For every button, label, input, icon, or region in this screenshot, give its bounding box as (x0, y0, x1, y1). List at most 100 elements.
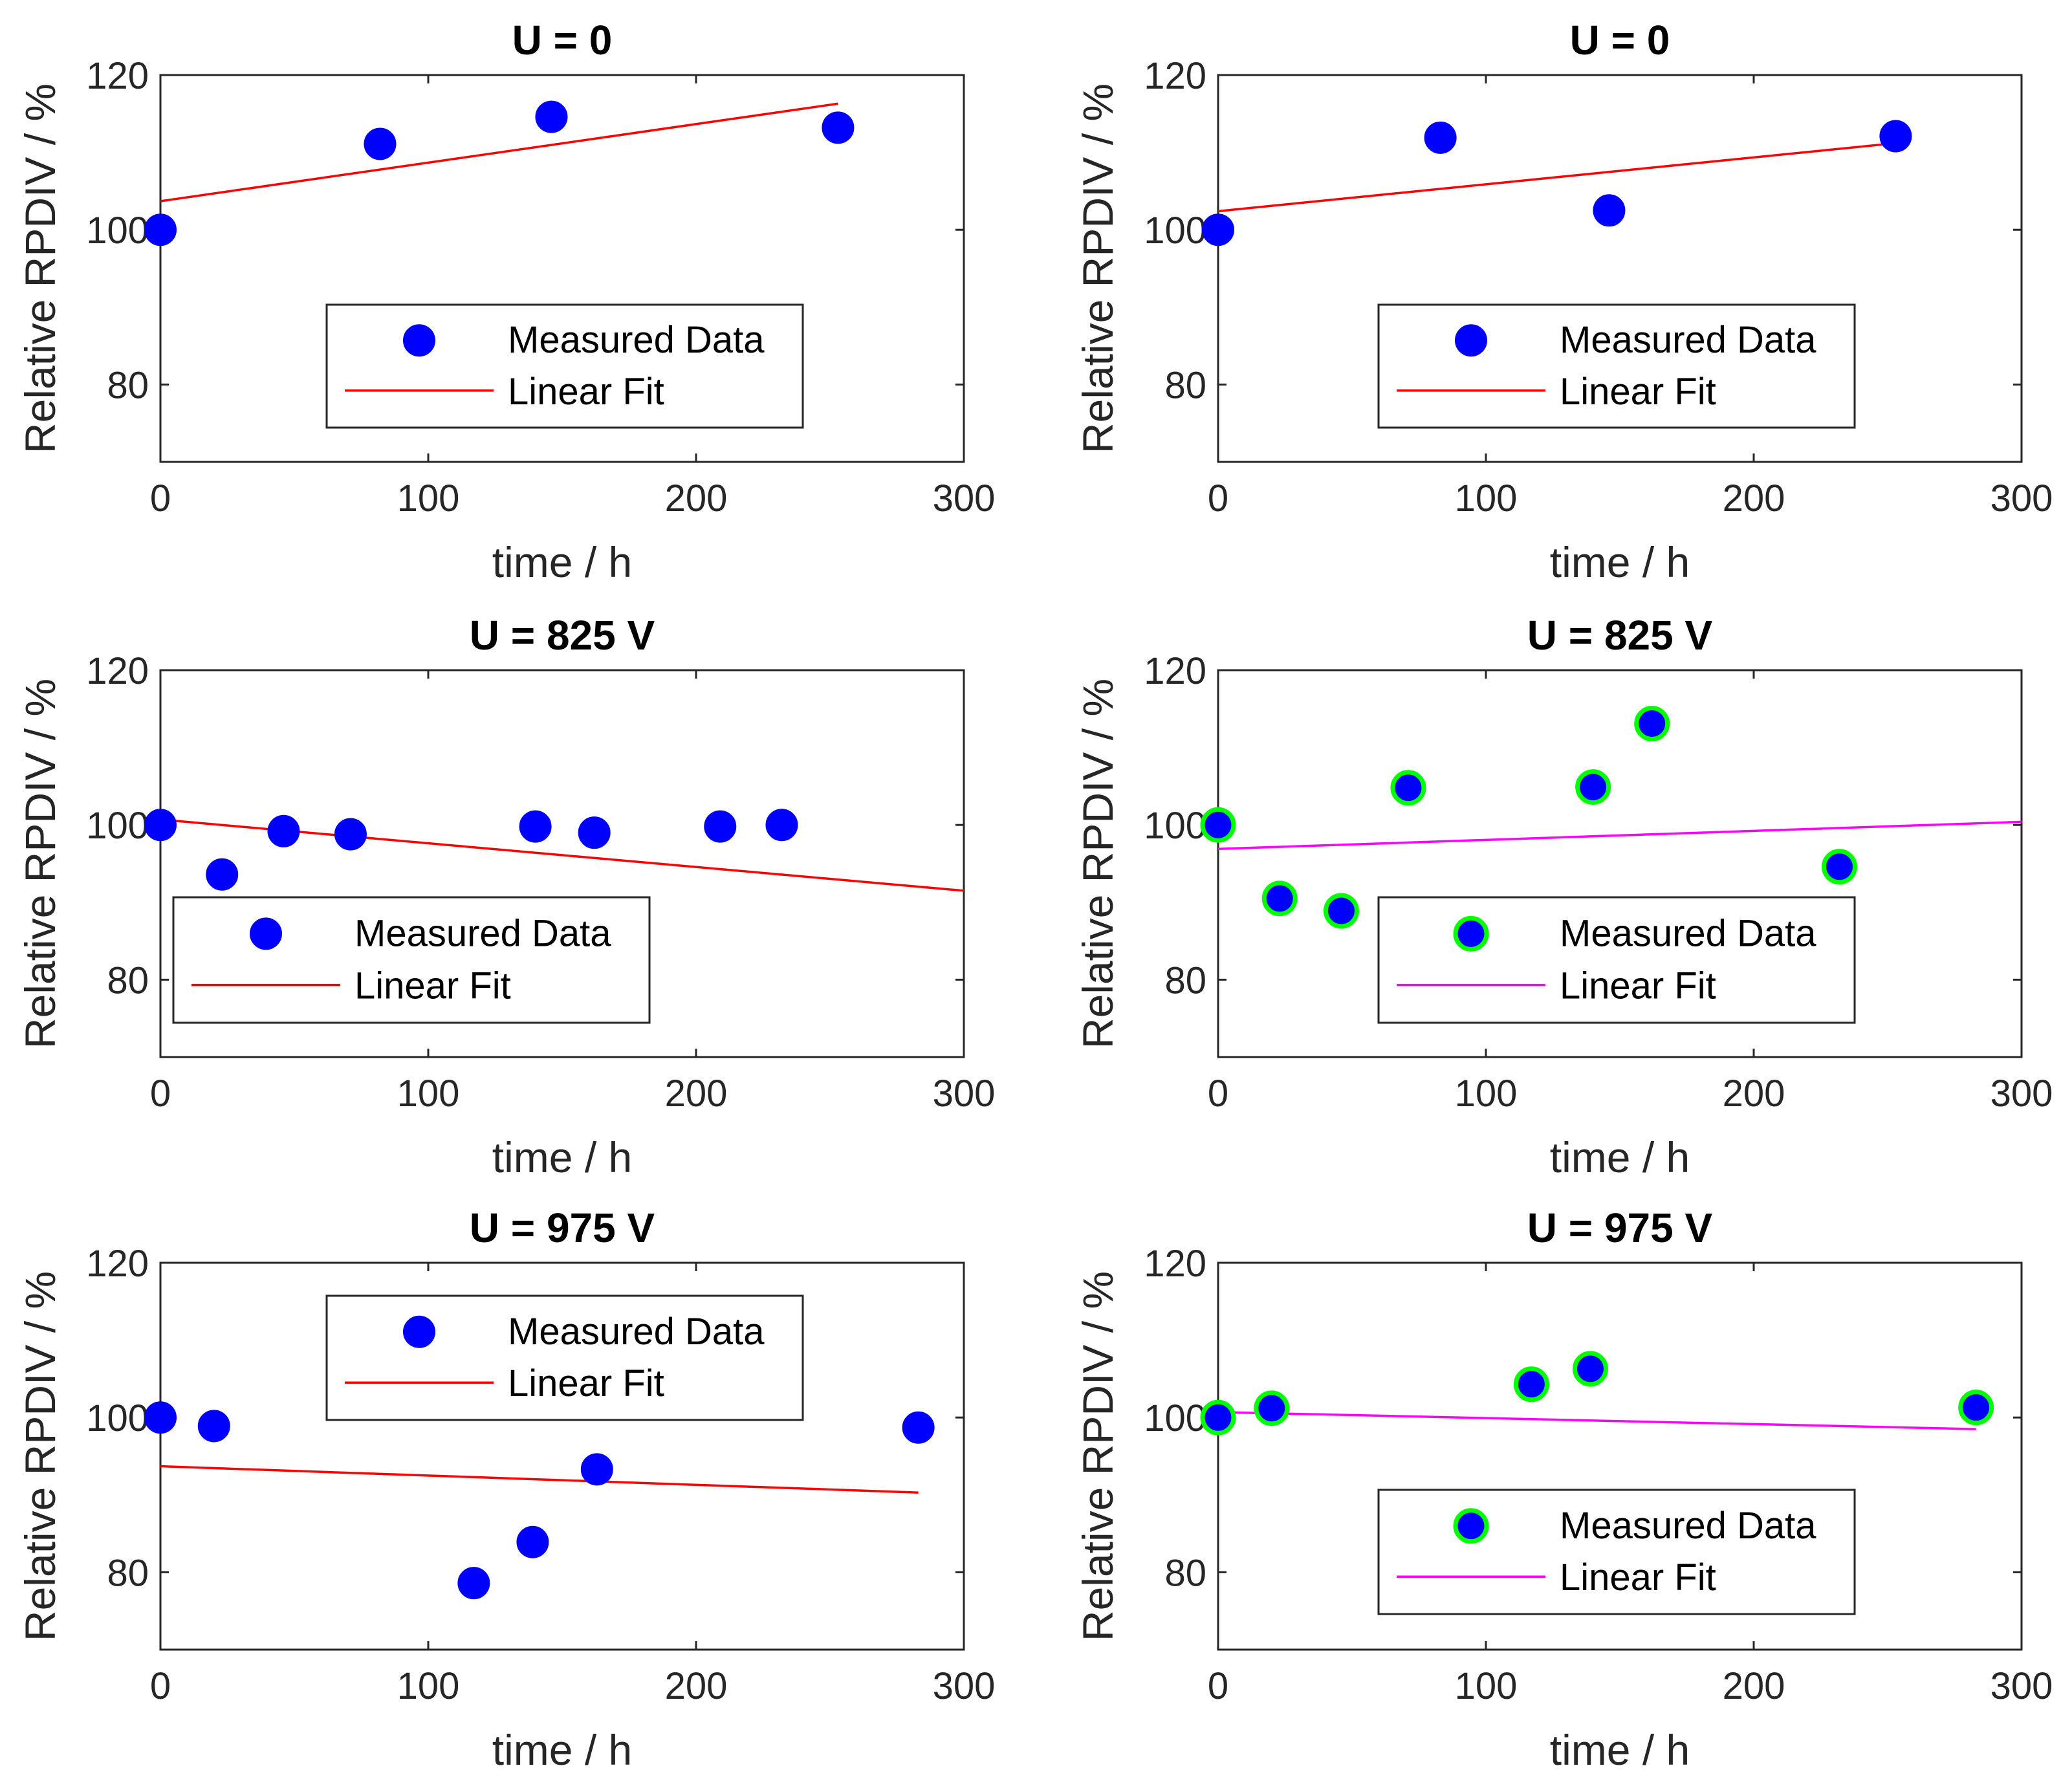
y-tick-label: 100 (86, 1397, 149, 1439)
chart-title: U = 975 V (470, 1205, 655, 1251)
chart-panel-4: 0 100 200 300 80 100 120 U = 825 V time / h Relat… (1074, 612, 2053, 1181)
y-axis-label: Relative RPDIV / % (16, 1271, 64, 1641)
data-point (1254, 1390, 1290, 1426)
chart-panel-2: 0 100 200 300 80 100 120 U = 0 time / h Relative … (1074, 17, 2053, 586)
legend-marker (250, 917, 282, 950)
legend-box (325, 1294, 804, 1421)
chart-panel-3: 0 100 200 300 80 100 120 U = 825 V time / h Relat… (16, 612, 995, 1181)
legend-box (1377, 1489, 1856, 1615)
x-axis-label: time / h (492, 538, 632, 586)
x-tick-label: 200 (665, 1073, 728, 1115)
legend: Measured Data Linear Fit (1377, 896, 1856, 1024)
legend-marker (403, 324, 435, 357)
data-point (1202, 213, 1234, 246)
legend: Measured Data Linear Fit (1377, 303, 1856, 429)
x-tick-label: 0 (150, 1665, 171, 1707)
data-point (457, 1567, 490, 1600)
data-point (1200, 1399, 1236, 1435)
x-tick-label: 200 (665, 477, 728, 519)
fit-line (160, 1465, 919, 1494)
data-point (144, 1401, 177, 1434)
fit-line (1217, 142, 1896, 213)
x-tick-label: 300 (1990, 477, 2053, 519)
y-tick-label: 100 (1144, 210, 1206, 252)
x-tick-label: 200 (1723, 477, 1785, 519)
y-tick-label: 80 (107, 959, 149, 1001)
legend-label: Linear Fit (1560, 371, 1716, 413)
chart-title: U = 975 V (1527, 1205, 1713, 1251)
y-tick-label: 80 (1164, 364, 1206, 406)
data-point (1821, 849, 1857, 885)
x-tick-label: 0 (1208, 1073, 1228, 1115)
y-tick-label: 80 (107, 1552, 149, 1594)
legend-label: Measured Data (1560, 912, 1816, 954)
data-point (144, 213, 177, 246)
legend: Measured Data Linear Fit (1377, 1489, 1856, 1615)
y-axis-label: Relative RPDIV / % (1074, 679, 1122, 1049)
data-point (1424, 121, 1457, 154)
x-tick-label: 300 (933, 477, 996, 519)
data-point (1634, 706, 1670, 742)
y-tick-label: 120 (86, 1243, 149, 1285)
y-tick-label: 80 (1164, 1552, 1206, 1594)
legend-marker (1453, 915, 1489, 952)
data-point (1513, 1366, 1549, 1403)
y-tick-label: 100 (86, 805, 149, 847)
data-point (822, 111, 855, 144)
legend-marker (1455, 324, 1487, 357)
data-point (578, 816, 611, 849)
legend-box (1377, 303, 1856, 429)
legend-label: Measured Data (1560, 1505, 1816, 1547)
x-axis-label: time / h (1550, 1133, 1690, 1181)
x-tick-label: 0 (150, 1073, 171, 1115)
x-tick-label: 300 (933, 1665, 996, 1707)
y-tick-label: 80 (107, 364, 149, 406)
data-point (144, 809, 177, 842)
x-axis-label: time / h (492, 1133, 632, 1181)
legend: Measured Data Linear Fit (325, 303, 804, 429)
data-point (1575, 769, 1611, 805)
x-tick-label: 200 (1723, 1665, 1785, 1707)
y-tick-label: 100 (1144, 805, 1206, 847)
x-axis-label: time / h (1550, 538, 1690, 586)
fit-line (1217, 1411, 1976, 1430)
chart-title: U = 825 V (1527, 612, 1713, 659)
legend-marker (1453, 1508, 1489, 1544)
chart-panel-6: 0 100 200 300 80 100 120 U = 975 V time / h Relat… (1074, 1205, 2053, 1774)
chart-title: U = 0 (512, 17, 613, 63)
x-axis-label: time / h (1550, 1726, 1690, 1774)
y-tick-label: 100 (1144, 1397, 1206, 1439)
x-tick-label: 100 (397, 477, 460, 519)
legend-box (325, 303, 804, 429)
x-tick-label: 300 (1990, 1073, 2053, 1115)
x-tick-label: 100 (1455, 1073, 1518, 1115)
legend-label: Linear Fit (1560, 1556, 1716, 1599)
data-point (267, 814, 300, 847)
legend-label: Linear Fit (508, 371, 664, 413)
legend-box (1377, 896, 1856, 1024)
data-point (206, 858, 239, 891)
y-tick-label: 100 (86, 210, 149, 252)
y-tick-label: 80 (1164, 959, 1206, 1001)
data-point (1958, 1390, 1994, 1426)
data-point (535, 100, 568, 133)
data-point (1879, 120, 1912, 153)
legend-label: Linear Fit (508, 1362, 664, 1404)
x-tick-label: 0 (150, 477, 171, 519)
fit-line (1217, 820, 2022, 851)
y-axis-label: Relative RPDIV / % (1074, 83, 1122, 453)
data-point (364, 127, 397, 160)
x-tick-label: 300 (1990, 1665, 2053, 1707)
data-point (580, 1453, 613, 1486)
chart-title: U = 0 (1570, 17, 1670, 63)
data-point (519, 810, 552, 843)
data-point (704, 810, 737, 843)
data-point (1323, 893, 1359, 929)
legend-label: Measured Data (1560, 319, 1816, 361)
y-axis-label: Relative RPDIV / % (1074, 1271, 1122, 1641)
y-tick-label: 120 (86, 55, 149, 97)
data-point (516, 1525, 549, 1558)
legend-label: Measured Data (354, 912, 611, 954)
legend-marker (403, 1315, 435, 1348)
